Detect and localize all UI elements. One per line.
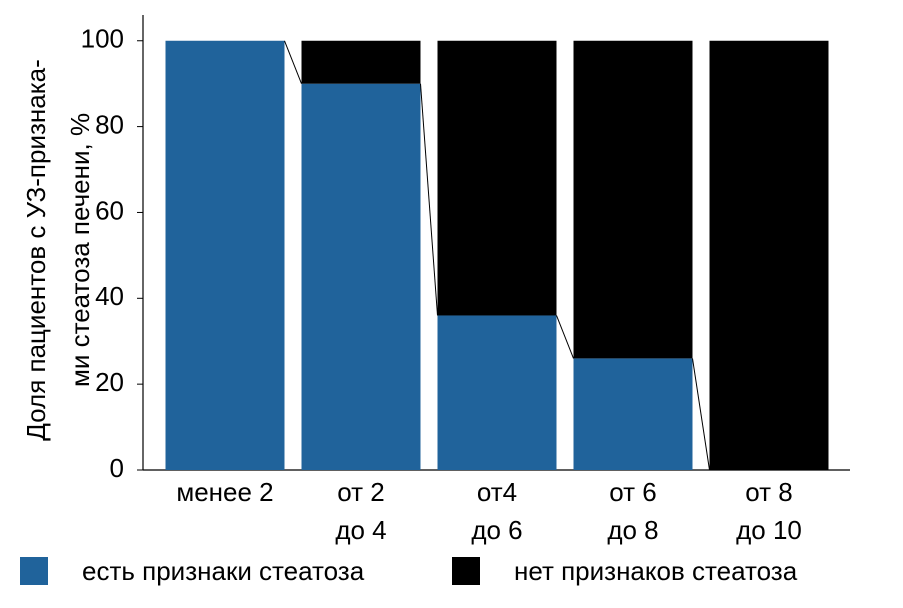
bar: [573, 358, 693, 470]
connector: [556, 315, 574, 359]
y-tick-label: 60: [95, 195, 124, 225]
bar: [301, 83, 421, 470]
x-tick-label: от4: [477, 477, 517, 507]
x-tick-label: до 4: [335, 515, 386, 545]
connector: [692, 358, 710, 471]
bar: [573, 40, 693, 359]
legend-swatch: [452, 557, 480, 585]
y-label: Доля пациентов с УЗ-признака- ми стеатоз…: [21, 59, 95, 441]
y-label-line: Доля пациентов с УЗ-признака-: [21, 59, 51, 441]
connector: [284, 40, 302, 84]
x-tick-label: до 6: [471, 515, 522, 545]
x-tick-label: до 8: [607, 515, 658, 545]
y-tick-label: 40: [95, 281, 124, 311]
y-label-line: ми стеатоза печени, %: [65, 113, 95, 387]
x-tick-label: менее 2: [176, 477, 273, 507]
x-tick-label: от 8: [745, 477, 792, 507]
legend-swatch: [20, 557, 48, 585]
bar: [437, 315, 557, 470]
x-tick-label: от 2: [337, 477, 384, 507]
bar: [165, 40, 285, 470]
bar: [437, 40, 557, 316]
legend-label: есть признаки стеатоза: [82, 556, 365, 586]
bar: [709, 40, 829, 470]
y-tick-label: 80: [95, 109, 124, 139]
legend-label: нет признаков стеатоза: [514, 556, 798, 586]
y-tick-label: 20: [95, 367, 124, 397]
x-tick-label: до 10: [736, 515, 802, 545]
x-tick-label: от 6: [609, 477, 656, 507]
connector: [420, 83, 438, 316]
y-tick-label: 0: [110, 453, 124, 483]
y-tick-label: 100: [81, 24, 124, 54]
bar: [301, 40, 421, 84]
